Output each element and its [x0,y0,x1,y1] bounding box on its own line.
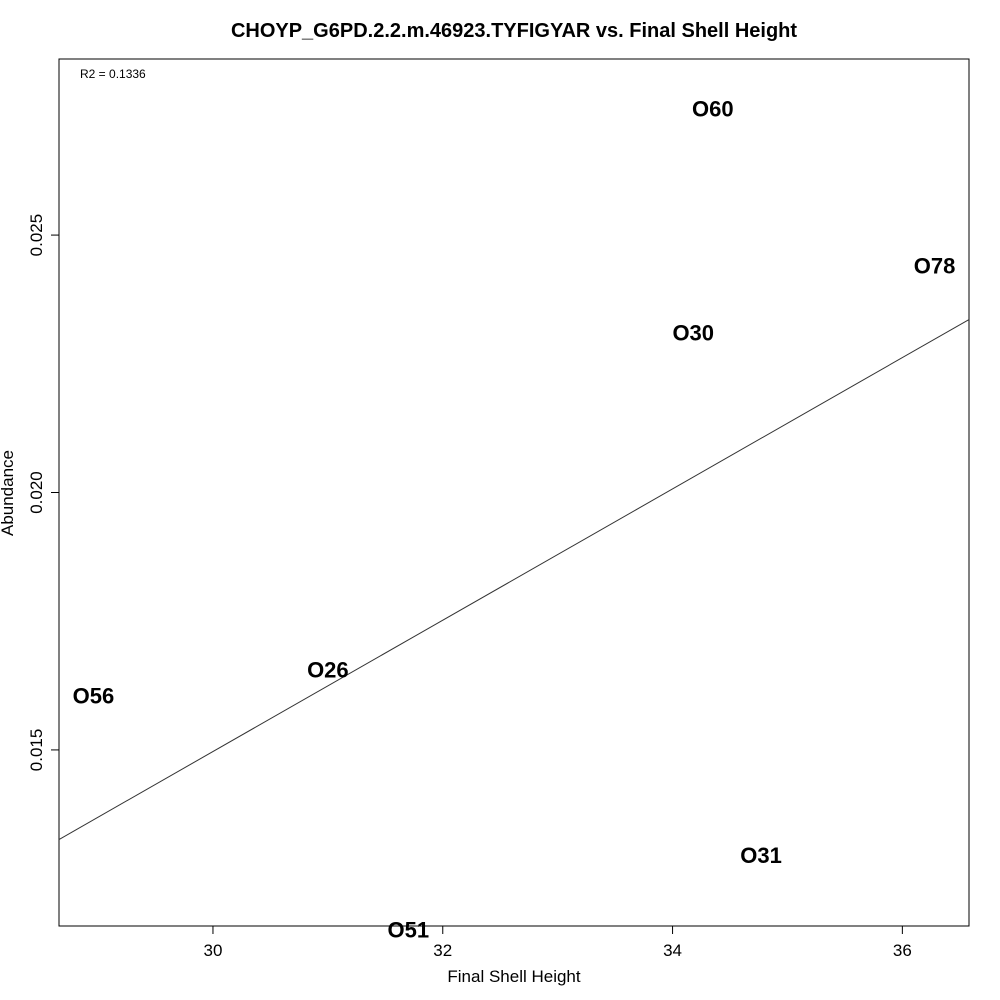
point-label-o78: O78 [914,253,956,278]
data-points: O60 O78 O30 O26 O56 O31 O51 [73,96,956,942]
point-label-o30: O30 [672,320,714,345]
x-tick-label: 36 [893,941,912,960]
point-label-o31: O31 [740,843,782,868]
point-label-o56: O56 [73,683,115,708]
point-label-o60: O60 [692,96,734,121]
y-tick-label: 0.020 [27,471,46,514]
y-tick-label: 0.015 [27,729,46,772]
x-tick-label: 32 [433,941,452,960]
y-axis-label: Abundance [0,450,17,536]
point-label-o51: O51 [387,918,429,943]
y-axis: 0.015 0.020 0.025 [27,214,59,771]
r2-annotation: R2 = 0.1336 [80,67,146,81]
x-axis-label: Final Shell Height [447,967,581,986]
y-tick-label: 0.025 [27,214,46,257]
x-tick-label: 30 [204,941,223,960]
x-axis: 30 32 34 36 [204,926,912,960]
point-label-o26: O26 [307,658,349,683]
regression-line [58,319,970,840]
plot-frame [58,58,970,927]
x-tick-label: 34 [663,941,682,960]
chart-title: CHOYP_G6PD.2.2.m.46923.TYFIGYAR vs. Fina… [231,20,797,42]
